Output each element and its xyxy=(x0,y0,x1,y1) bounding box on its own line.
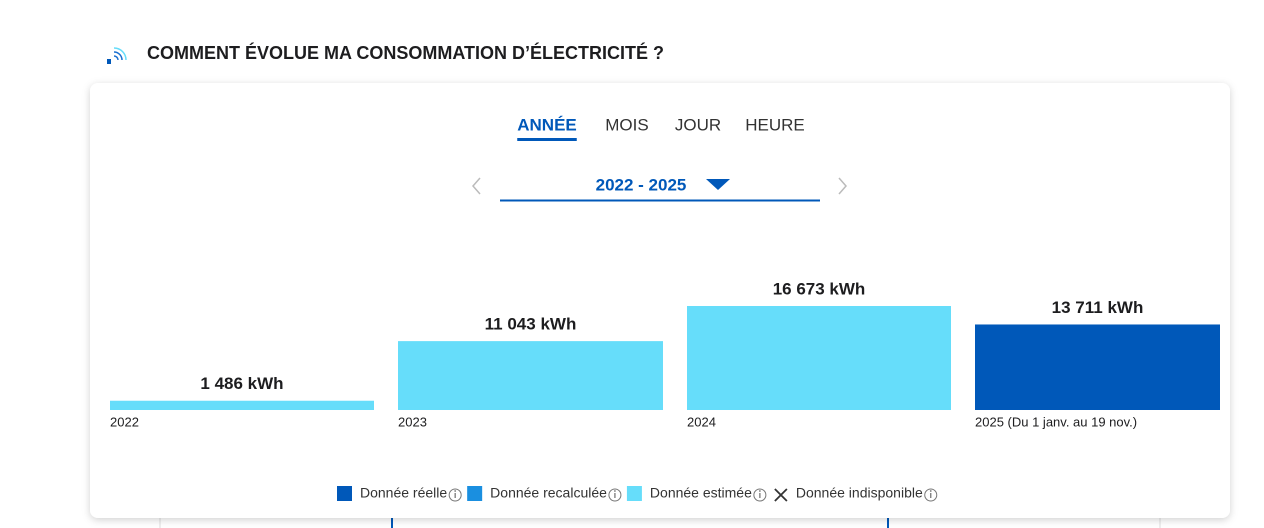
info-dot xyxy=(758,490,761,492)
tab[interactable]: ANNÉE xyxy=(517,115,577,134)
info-circle xyxy=(924,488,938,502)
legend-label: Donnée réelle xyxy=(360,485,447,501)
info-icon[interactable] xyxy=(924,488,938,502)
legend-swatch xyxy=(467,486,483,501)
prev-button[interactable] xyxy=(472,177,481,195)
info-icon[interactable] xyxy=(608,488,622,502)
tab[interactable]: MOIS xyxy=(605,115,648,134)
category-label: 2024 xyxy=(687,414,716,429)
value-label: 11 043 kWh xyxy=(485,315,577,334)
legend: Donnée réelle Donnée recalculée Donnée est… xyxy=(337,485,938,502)
dropdown-arrow[interactable] xyxy=(706,179,730,190)
info-circle xyxy=(608,488,622,502)
value-label: 13 711 kWh xyxy=(1052,298,1144,317)
value-label: 16 673 kWh xyxy=(773,279,866,298)
legend-cross xyxy=(774,488,788,502)
category-label: 2025 (Du 1 janv. au 19 nov.) xyxy=(975,414,1137,429)
info-icon[interactable] xyxy=(448,488,462,502)
value-label: 1 486 kWh xyxy=(200,374,283,393)
tab[interactable]: JOUR xyxy=(675,115,721,134)
next-button[interactable] xyxy=(838,177,847,195)
legend-label: Donnée indisponible xyxy=(796,485,923,501)
bar xyxy=(975,324,1220,410)
info-circle xyxy=(448,488,462,502)
bar-chart: 1 486 kWh 2022 11 043 kWh 2023 16 673 kWh 202… xyxy=(110,279,1220,429)
info-dot xyxy=(614,490,616,492)
category-label: 2023 xyxy=(398,414,427,429)
legend-label: Donnée recalculée xyxy=(490,485,607,501)
tabs: ANNÉE MOIS JOUR HEURE xyxy=(517,115,805,141)
page-title: COMMENT ÉVOLUE MA CONSOMMATION D’ÉLECTRI… xyxy=(147,42,664,63)
bar xyxy=(687,306,951,410)
legend-label: Donnée estimée xyxy=(650,485,752,501)
legend-swatch xyxy=(626,486,642,501)
period-select[interactable]: 2022 - 2025 xyxy=(596,175,687,194)
tab-underline xyxy=(517,138,577,141)
info-icon[interactable] xyxy=(753,488,767,502)
header-icon xyxy=(107,47,127,64)
info-dot xyxy=(454,490,457,492)
info-dot xyxy=(929,490,932,492)
info-circle xyxy=(753,488,767,502)
bar xyxy=(398,341,663,410)
tab[interactable]: HEURE xyxy=(745,115,805,134)
bar xyxy=(110,400,374,410)
legend-swatch xyxy=(337,486,352,501)
category-label: 2022 xyxy=(110,414,139,429)
